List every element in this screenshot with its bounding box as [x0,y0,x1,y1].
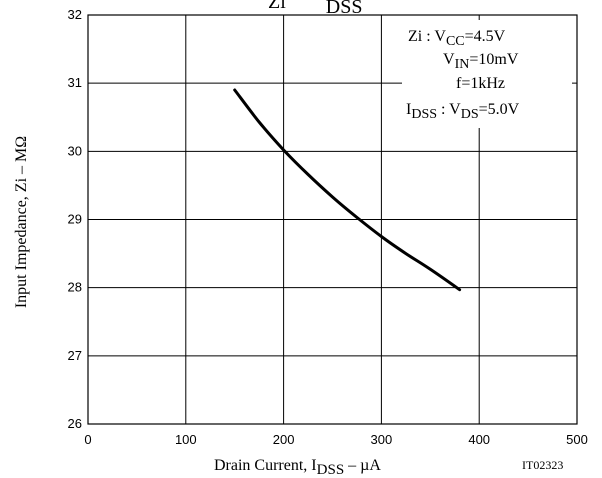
grid [88,15,577,424]
x-tick-label: 0 [84,432,91,447]
x-tick-label: 400 [468,432,490,447]
condition-zi: Zi : VCC=4.5V [408,28,506,49]
condition-vin: VIN=10mV [443,51,519,72]
y-tick-label: 32 [68,7,82,22]
x-tick-label: 100 [175,432,197,447]
y-tick-label: 27 [68,348,82,363]
x-tick-label: 500 [566,432,588,447]
y-tick-label: 26 [68,416,82,431]
tick-labels: 0 100 200 300 400 500 26 27 28 29 30 31 32 [68,7,588,447]
y-tick-label: 31 [68,75,82,90]
y-tick-label: 30 [68,143,82,158]
x-tick-label: 200 [273,432,295,447]
plot-frame [87,14,578,425]
legend-box [402,20,572,128]
y-axis-label: Input Impedance, Zi – MΩ [13,136,30,308]
x-tick-label: 300 [371,432,393,447]
series-curve [233,88,462,292]
condition-idss: IDSS : VDS=5.0V [406,101,520,122]
chart-title-sub: DSS [326,0,363,18]
y-tick-label: 29 [68,212,82,227]
chart-title: Zi DSS [268,0,362,18]
legend: Zi : VCC=4.5V VIN=10mV f=1kHz IDSS : VDS… [406,28,520,122]
condition-freq: f=1kHz [456,75,505,92]
x-axis-label: Drain Current, IDSS – µA [214,457,381,478]
figure-id: IT02323 [522,458,563,472]
chart-title-main: Zi [268,0,286,13]
y-tick-label: 28 [68,280,82,295]
